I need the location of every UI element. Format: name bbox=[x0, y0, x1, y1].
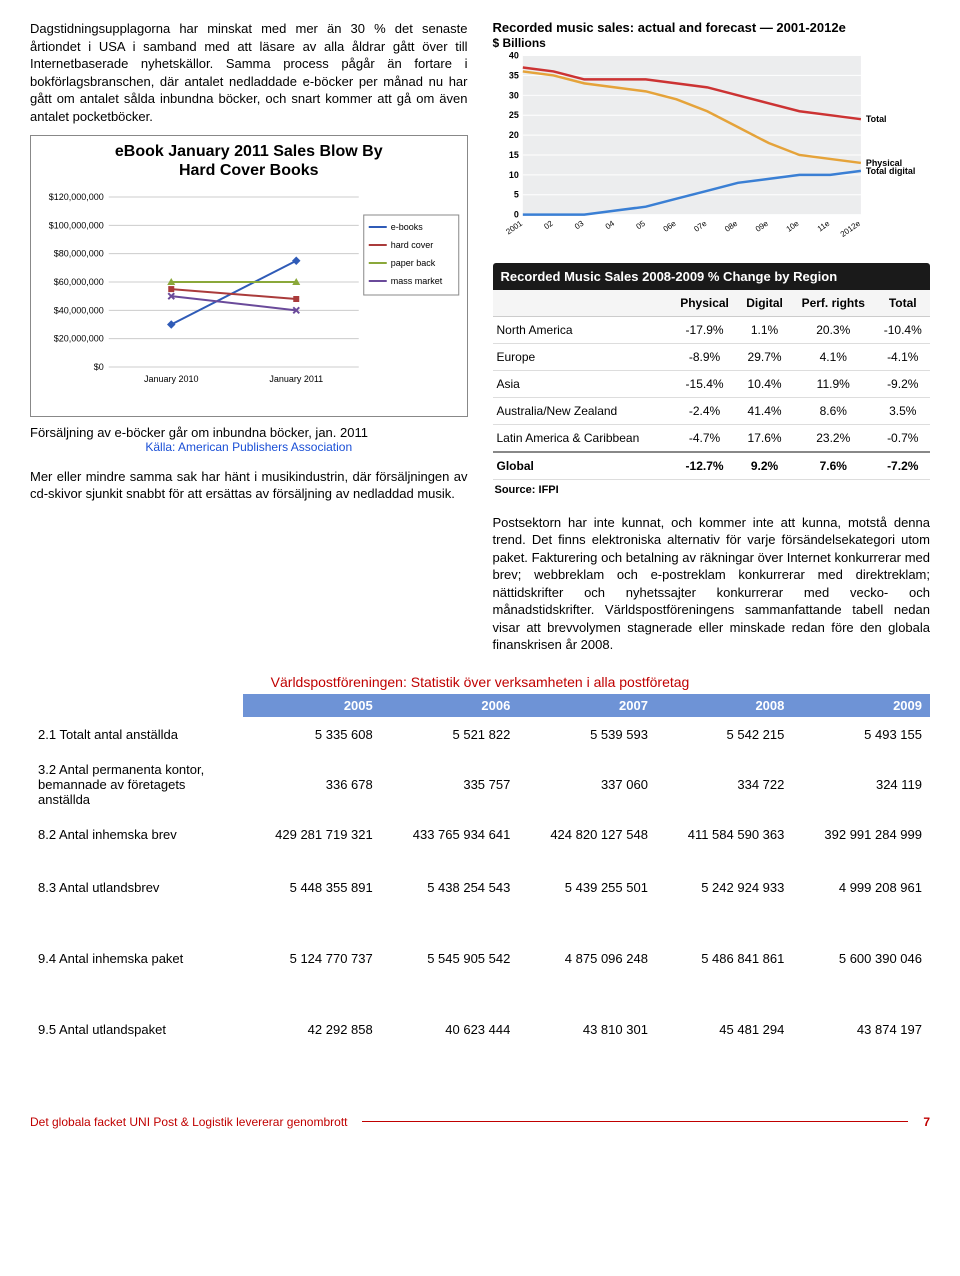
svg-text:30: 30 bbox=[508, 90, 518, 100]
footer-text: Det globala facket UNI Post & Logistik l… bbox=[30, 1115, 347, 1129]
svg-text:Total: Total bbox=[865, 114, 886, 124]
svg-text:05: 05 bbox=[634, 218, 647, 231]
svg-text:25: 25 bbox=[508, 110, 518, 120]
music-chart-svg: 40 35 30 25 20 15 10 5 02001 02 03 04 05 06e 07e 08e 09e… bbox=[493, 50, 931, 250]
svg-text:$100,000,000: $100,000,000 bbox=[49, 220, 104, 230]
svg-text:0: 0 bbox=[513, 209, 518, 219]
upu-row: 3.2 Antal permanenta kontor, bemannade a… bbox=[30, 752, 930, 817]
svg-text:09e: 09e bbox=[753, 218, 769, 233]
upu-table-title: Världspostföreningen: Statistik över ver… bbox=[30, 674, 930, 690]
svg-text:02: 02 bbox=[542, 218, 555, 231]
svg-text:$40,000,000: $40,000,000 bbox=[54, 305, 104, 315]
svg-text:paper back: paper back bbox=[391, 258, 436, 268]
region-row: Europe-8.9%29.7%4.1%-4.1% bbox=[493, 343, 931, 370]
region-row: Global-12.7%9.2%7.6%-7.2% bbox=[493, 452, 931, 480]
upu-row: 2.1 Totalt antal anställda5 335 6085 521… bbox=[30, 717, 930, 752]
svg-text:03: 03 bbox=[573, 218, 586, 231]
intro-paragraph-2: Mer eller mindre samma sak har hänt i mu… bbox=[30, 468, 468, 503]
svg-text:mass market: mass market bbox=[391, 276, 443, 286]
svg-text:2012e: 2012e bbox=[838, 218, 862, 238]
upu-year: 2005 bbox=[243, 694, 381, 717]
upu-year: 2007 bbox=[518, 694, 656, 717]
svg-text:20: 20 bbox=[508, 130, 518, 140]
region-col: Perf. rights bbox=[791, 290, 875, 317]
ebook-caption-source: Källa: American Publishers Association bbox=[30, 440, 468, 454]
region-table-header: Recorded Music Sales 2008-2009 % Change … bbox=[493, 263, 931, 290]
svg-text:10: 10 bbox=[508, 169, 518, 179]
upu-row: 9.5 Antal utlandspaket42 292 85840 623 4… bbox=[30, 994, 930, 1065]
ebook-chart: eBook January 2011 Sales Blow By Hard Co… bbox=[30, 135, 468, 416]
ebook-chart-svg: $120,000,000 $100,000,000 $80,000,000 $60,0… bbox=[37, 187, 461, 407]
svg-text:07e: 07e bbox=[692, 218, 708, 233]
region-col: Total bbox=[875, 290, 930, 317]
svg-text:January 2010: January 2010 bbox=[144, 374, 199, 384]
svg-text:04: 04 bbox=[603, 218, 616, 231]
page-footer: Det globala facket UNI Post & Logistik l… bbox=[30, 1115, 930, 1129]
upu-year: 2006 bbox=[381, 694, 519, 717]
svg-text:$80,000,000: $80,000,000 bbox=[54, 248, 104, 258]
svg-text:e-books: e-books bbox=[391, 222, 424, 232]
ebook-chart-title-1: eBook January 2011 Sales Blow By bbox=[115, 143, 383, 160]
region-row: Latin America & Caribbean-4.7%17.6%23.2%… bbox=[493, 424, 931, 452]
intro-paragraph-1: Dagstidningsupplagorna har minskat med m… bbox=[30, 20, 468, 125]
svg-text:35: 35 bbox=[508, 70, 518, 80]
svg-text:Total digital: Total digital bbox=[865, 165, 914, 175]
right-paragraph: Postsektorn har inte kunnat, och kommer … bbox=[493, 514, 931, 654]
svg-text:$60,000,000: $60,000,000 bbox=[54, 277, 104, 287]
ebook-chart-title-2: Hard Cover Books bbox=[179, 162, 319, 179]
upu-row: 8.3 Antal utlandsbrev5 448 355 8915 438 … bbox=[30, 852, 930, 923]
region-col bbox=[493, 290, 671, 317]
svg-text:5: 5 bbox=[513, 189, 518, 199]
svg-text:15: 15 bbox=[508, 150, 518, 160]
music-chart-title: Recorded music sales: actual and forecas… bbox=[493, 20, 931, 36]
svg-text:$120,000,000: $120,000,000 bbox=[49, 192, 104, 202]
upu-table: 20052006200720082009 2.1 Totalt antal an… bbox=[30, 694, 930, 1065]
svg-text:08e: 08e bbox=[723, 218, 739, 233]
page-number: 7 bbox=[923, 1115, 930, 1129]
region-table: PhysicalDigitalPerf. rightsTotal North A… bbox=[493, 290, 931, 480]
svg-text:$20,000,000: $20,000,000 bbox=[54, 333, 104, 343]
upu-row: 8.2 Antal inhemska brev429 281 719 32143… bbox=[30, 817, 930, 852]
svg-text:January 2011: January 2011 bbox=[269, 374, 323, 384]
region-col: Digital bbox=[738, 290, 791, 317]
music-chart-subtitle: $ Billions bbox=[493, 36, 931, 50]
svg-text:11e: 11e bbox=[815, 218, 831, 233]
region-col: Physical bbox=[671, 290, 738, 317]
svg-text:40: 40 bbox=[508, 50, 518, 60]
upu-row: 9.4 Antal inhemska paket5 124 770 7375 5… bbox=[30, 923, 930, 994]
region-row: Australia/New Zealand-2.4%41.4%8.6%3.5% bbox=[493, 397, 931, 424]
svg-text:hard cover: hard cover bbox=[391, 240, 434, 250]
svg-text:$0: $0 bbox=[94, 362, 104, 372]
region-row: North America-17.9%1.1%20.3%-10.4% bbox=[493, 316, 931, 343]
svg-text:06e: 06e bbox=[661, 218, 677, 233]
ebook-caption: Försäljning av e-böcker går om inbundna … bbox=[30, 425, 368, 440]
region-row: Asia-15.4%10.4%11.9%-9.2% bbox=[493, 370, 931, 397]
upu-year: 2009 bbox=[792, 694, 930, 717]
svg-text:2001: 2001 bbox=[504, 218, 524, 236]
region-table-source: Source: IFPI bbox=[493, 480, 931, 500]
svg-text:10e: 10e bbox=[784, 218, 800, 233]
upu-year: 2008 bbox=[656, 694, 792, 717]
